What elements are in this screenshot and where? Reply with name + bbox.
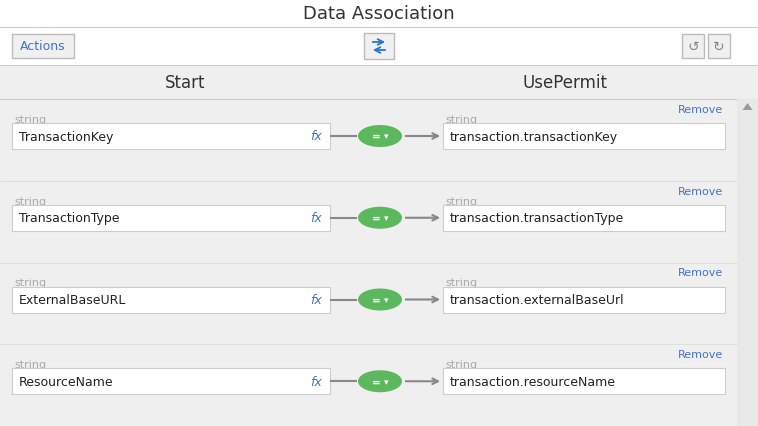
- Text: string: string: [14, 278, 46, 288]
- Text: ▾: ▾: [384, 132, 388, 141]
- Text: string: string: [445, 360, 477, 369]
- Text: Remove: Remove: [678, 268, 723, 278]
- Text: ↺: ↺: [688, 40, 699, 54]
- Text: fx: fx: [310, 375, 322, 388]
- FancyBboxPatch shape: [443, 205, 725, 231]
- Text: =: =: [371, 132, 381, 142]
- FancyBboxPatch shape: [443, 287, 725, 313]
- FancyBboxPatch shape: [0, 263, 737, 345]
- Text: transaction.resourceName: transaction.resourceName: [450, 375, 616, 388]
- Text: string: string: [14, 115, 46, 125]
- Text: ExternalBaseURL: ExternalBaseURL: [19, 294, 127, 306]
- FancyBboxPatch shape: [0, 66, 758, 100]
- Text: Start: Start: [164, 74, 205, 92]
- FancyBboxPatch shape: [12, 205, 330, 231]
- FancyBboxPatch shape: [737, 100, 758, 426]
- Polygon shape: [743, 104, 753, 111]
- Text: fx: fx: [310, 294, 322, 306]
- Text: ▾: ▾: [384, 214, 388, 223]
- Text: string: string: [445, 115, 477, 125]
- Text: =: =: [371, 376, 381, 386]
- Ellipse shape: [358, 126, 402, 148]
- FancyBboxPatch shape: [12, 124, 330, 150]
- FancyBboxPatch shape: [12, 35, 74, 59]
- Text: Remove: Remove: [678, 186, 723, 196]
- Text: TransactionKey: TransactionKey: [19, 130, 114, 143]
- FancyBboxPatch shape: [682, 35, 704, 59]
- FancyBboxPatch shape: [0, 181, 737, 263]
- FancyBboxPatch shape: [443, 124, 725, 150]
- FancyBboxPatch shape: [443, 368, 725, 394]
- Text: transaction.transactionKey: transaction.transactionKey: [450, 130, 618, 143]
- FancyBboxPatch shape: [708, 35, 730, 59]
- Text: UsePermit: UsePermit: [522, 74, 607, 92]
- Text: ▾: ▾: [384, 377, 388, 386]
- Text: =: =: [371, 295, 381, 305]
- Text: string: string: [445, 196, 477, 206]
- Text: fx: fx: [310, 130, 322, 143]
- Text: string: string: [14, 196, 46, 206]
- Text: Remove: Remove: [678, 105, 723, 115]
- Ellipse shape: [358, 289, 402, 311]
- FancyBboxPatch shape: [0, 100, 737, 181]
- Text: ▾: ▾: [384, 295, 388, 304]
- Text: string: string: [14, 360, 46, 369]
- FancyBboxPatch shape: [0, 345, 737, 426]
- Text: transaction.externalBaseUrl: transaction.externalBaseUrl: [450, 294, 625, 306]
- Text: =: =: [371, 213, 381, 223]
- FancyBboxPatch shape: [0, 28, 758, 66]
- Text: Actions: Actions: [20, 40, 66, 53]
- Text: fx: fx: [310, 212, 322, 225]
- FancyBboxPatch shape: [364, 34, 394, 60]
- Text: ↻: ↻: [713, 40, 725, 54]
- Ellipse shape: [358, 370, 402, 392]
- FancyBboxPatch shape: [12, 287, 330, 313]
- Text: ResourceName: ResourceName: [19, 375, 114, 388]
- Text: TransactionType: TransactionType: [19, 212, 120, 225]
- Text: Remove: Remove: [678, 349, 723, 360]
- Text: string: string: [445, 278, 477, 288]
- Ellipse shape: [358, 207, 402, 229]
- FancyBboxPatch shape: [12, 368, 330, 394]
- Text: Data Association: Data Association: [303, 5, 455, 23]
- Text: transaction.transactionType: transaction.transactionType: [450, 212, 625, 225]
